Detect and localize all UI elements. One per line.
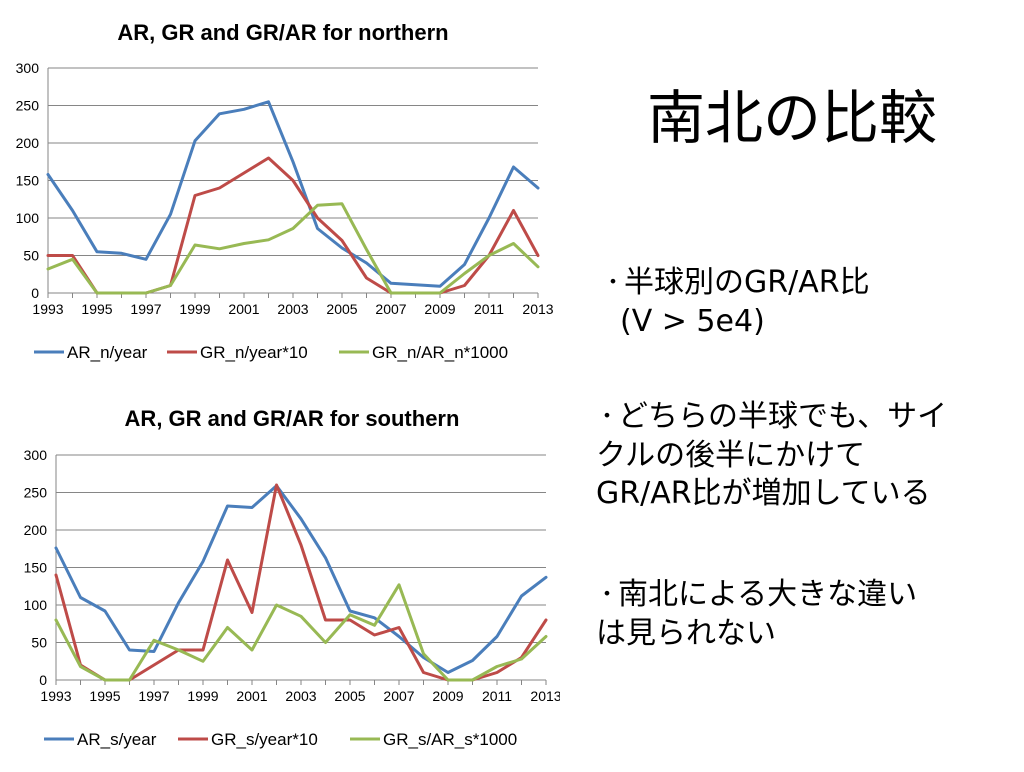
legend-label-2: GR_s/year*10 <box>211 730 318 749</box>
y-tick-label: 50 <box>31 635 47 651</box>
legend-label-1: AR_n/year <box>67 343 148 362</box>
chart-title: AR, GR and GR/AR for southern <box>125 406 460 431</box>
y-tick-label: 150 <box>16 173 40 189</box>
x-tick-label: 1993 <box>40 688 71 704</box>
x-tick-label: 2013 <box>530 688 560 704</box>
x-tick-label: 2009 <box>424 301 455 317</box>
northern-chart: AR, GR and GR/AR for northern 0 50 100 150 20… <box>0 0 560 382</box>
bullet-2-line-3: GR/AR比が増加している <box>596 475 931 511</box>
bullet-hemisphere-ratio: ・半球別のGR/AR比 (V > 5e4) <box>602 264 870 341</box>
y-tick-label: 300 <box>24 447 48 463</box>
x-tick-label: 1993 <box>32 301 63 317</box>
series-line-3 <box>46 202 540 295</box>
bullet-1-line-2: (V > 5e4) <box>620 303 765 339</box>
y-tick-label: 250 <box>16 98 40 114</box>
bullet-no-difference: ・南北による大きな違い は見られない <box>596 576 996 653</box>
southern-chart: AR, GR and GR/AR for southern 0 50 100 150 20… <box>0 392 562 768</box>
bullet-marker: ・ <box>596 404 619 430</box>
x-tick-label: 2003 <box>285 688 316 704</box>
y-tick-label: 150 <box>24 560 48 576</box>
x-tick-label: 2001 <box>228 301 259 317</box>
x-tick-label: 2007 <box>375 301 406 317</box>
series-line-1 <box>46 100 540 288</box>
northern-chart-svg: AR, GR and GR/AR for northern 0 50 100 150 20… <box>16 20 554 362</box>
bullet-both-hemispheres: ・どちらの半球でも、サイ クルの後半にかけて GR/AR比が増加している <box>596 398 996 513</box>
legend-label-2: GR_n/year*10 <box>200 343 308 362</box>
y-tick-label: 200 <box>16 135 40 151</box>
southern-chart-svg: AR, GR and GR/AR for southern 0 50 100 150 20… <box>24 406 562 749</box>
x-tick-label: 2007 <box>383 688 414 704</box>
x-tick-label: 2011 <box>482 688 512 704</box>
x-tick-label: 2003 <box>277 301 308 317</box>
legend-label-1: AR_s/year <box>77 730 157 749</box>
x-tick-label: 2005 <box>326 301 357 317</box>
x-tick-label: 1995 <box>89 688 120 704</box>
bullet-2-line-2: クルの後半にかけて <box>596 437 866 473</box>
x-tick-label: 2005 <box>334 688 365 704</box>
y-tick-label: 200 <box>24 522 48 538</box>
y-tick-label: 100 <box>16 210 40 226</box>
y-tick-label: 0 <box>31 285 39 301</box>
y-tick-label: 0 <box>39 672 47 688</box>
y-tick-label: 300 <box>16 60 40 76</box>
chart-title: AR, GR and GR/AR for northern <box>117 20 448 45</box>
bullet-3-line-2: は見られない <box>596 615 776 651</box>
x-tick-label: 1999 <box>187 688 218 704</box>
series-line-1 <box>54 484 548 674</box>
x-tick-label: 1999 <box>179 301 210 317</box>
x-tick-label: 2013 <box>522 301 553 317</box>
x-tick-label: 2011 <box>474 301 504 317</box>
y-tick-label: 100 <box>24 597 48 613</box>
x-tick-label: 2009 <box>432 688 463 704</box>
bullet-marker: ・ <box>596 582 619 608</box>
x-tick-label: 2001 <box>236 688 267 704</box>
legend-label-3: GR_s/AR_s*1000 <box>383 730 517 749</box>
y-tick-label: 50 <box>23 248 39 264</box>
x-tick-label: 1997 <box>130 301 161 317</box>
x-tick-label: 1995 <box>81 301 112 317</box>
slide-title: 南北の比較 <box>646 84 937 152</box>
bullet-3-line-1: 南北による大きな違い <box>618 577 918 612</box>
x-tick-label: 1997 <box>138 688 169 704</box>
bullet-1-line-1: 半球別のGR/AR比 <box>624 265 870 300</box>
y-tick-label: 250 <box>24 485 48 501</box>
series-line-3 <box>54 583 548 682</box>
bullet-2-line-1: どちらの半球でも、サイ <box>618 399 948 434</box>
legend-label-3: GR_n/AR_n*1000 <box>372 343 508 362</box>
bullet-marker: ・ <box>602 270 625 296</box>
